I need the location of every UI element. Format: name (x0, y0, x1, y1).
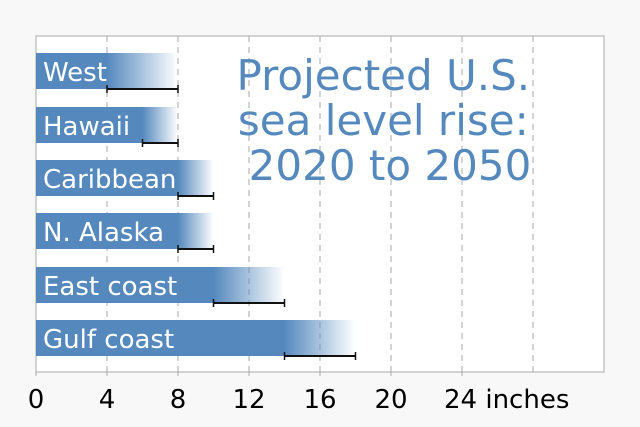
x-tick-label: 8 (170, 385, 187, 415)
bar-solid (36, 320, 285, 356)
bar-range (284, 320, 356, 356)
bar-range (107, 53, 178, 89)
bar-range (213, 267, 285, 303)
x-tick-label: 0 (28, 385, 45, 415)
x-tick-label: 12 (232, 385, 265, 415)
bar-range (178, 160, 214, 196)
bar-solid (36, 213, 178, 249)
chart-title: Projected U.S. sea level rise: 2020 to 2… (236, 51, 543, 190)
bar-label: Hawaii (43, 112, 130, 142)
x-tick-label: 20 (374, 385, 407, 415)
x-tick-label: 16 (303, 385, 336, 415)
bar-label: Caribbean (43, 165, 176, 195)
x-tick-label: 24 inches (444, 385, 569, 415)
bar-solid (36, 53, 107, 89)
x-tick-label: 4 (99, 385, 116, 415)
bar-range (142, 107, 178, 143)
bar-solid (36, 160, 178, 196)
bar-solid (36, 267, 214, 303)
bar-label: West (43, 58, 107, 88)
bar-solid (36, 107, 143, 143)
bar-label: Gulf coast (43, 325, 174, 355)
bar-label: N. Alaska (43, 218, 164, 248)
bar-label: East coast (43, 272, 177, 302)
title-line-2: sea level rise: (238, 96, 529, 145)
bar-range (178, 213, 214, 249)
title-line-3: 2020 to 2050 (249, 141, 532, 190)
title-line-1: Projected U.S. (236, 51, 530, 100)
